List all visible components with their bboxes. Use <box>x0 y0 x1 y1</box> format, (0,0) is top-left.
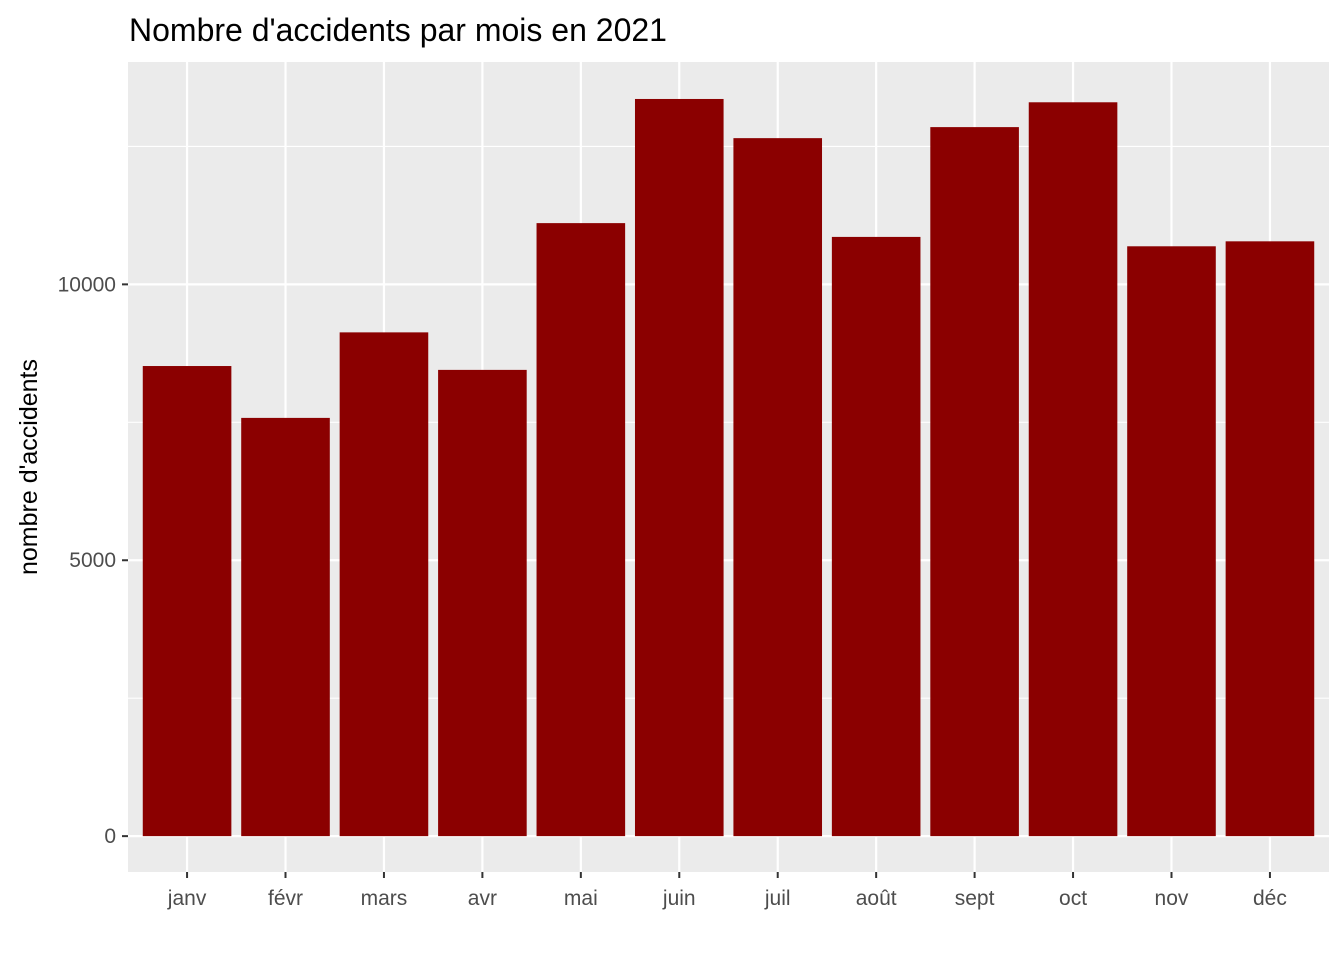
bar-juil <box>733 138 823 837</box>
x-tick-label: sept <box>955 887 995 910</box>
y-tick-label: 0 <box>104 825 116 848</box>
bar-janv <box>142 366 232 837</box>
x-tick-label: févr <box>268 887 303 910</box>
bars <box>142 98 1315 837</box>
bar-févr <box>241 417 330 837</box>
x-tick-label: juin <box>662 887 696 910</box>
x-tick-label: mai <box>564 887 598 910</box>
y-tick-label: 5000 <box>69 549 116 572</box>
bar-sept <box>930 127 1019 837</box>
x-tick-label: janv <box>167 887 207 910</box>
bar-mars <box>339 332 429 837</box>
bar-août <box>831 236 921 837</box>
x-tick-label: août <box>856 887 897 910</box>
x-axis: janv févr mars avr mai juin juil août sept oct nov… <box>167 872 1287 910</box>
chart-title: Nombre d'accidents par mois en 2021 <box>129 12 667 48</box>
x-tick-label: nov <box>1155 887 1189 910</box>
y-axis-title: nombre d'accidents <box>15 359 43 575</box>
x-tick-label: mars <box>361 887 408 910</box>
x-tick-label: déc <box>1253 887 1287 910</box>
bar-déc <box>1225 241 1315 837</box>
bar-avr <box>438 369 527 837</box>
bar-nov <box>1127 246 1216 837</box>
x-tick-label: avr <box>468 887 497 910</box>
y-axis: 0 5000 10000 <box>58 273 128 848</box>
bar-juin <box>634 98 724 837</box>
x-tick-label: oct <box>1059 887 1087 910</box>
bar-oct <box>1028 102 1118 837</box>
bar-mai <box>536 223 626 837</box>
y-tick-label: 10000 <box>58 273 116 296</box>
x-tick-label: juil <box>764 887 791 910</box>
